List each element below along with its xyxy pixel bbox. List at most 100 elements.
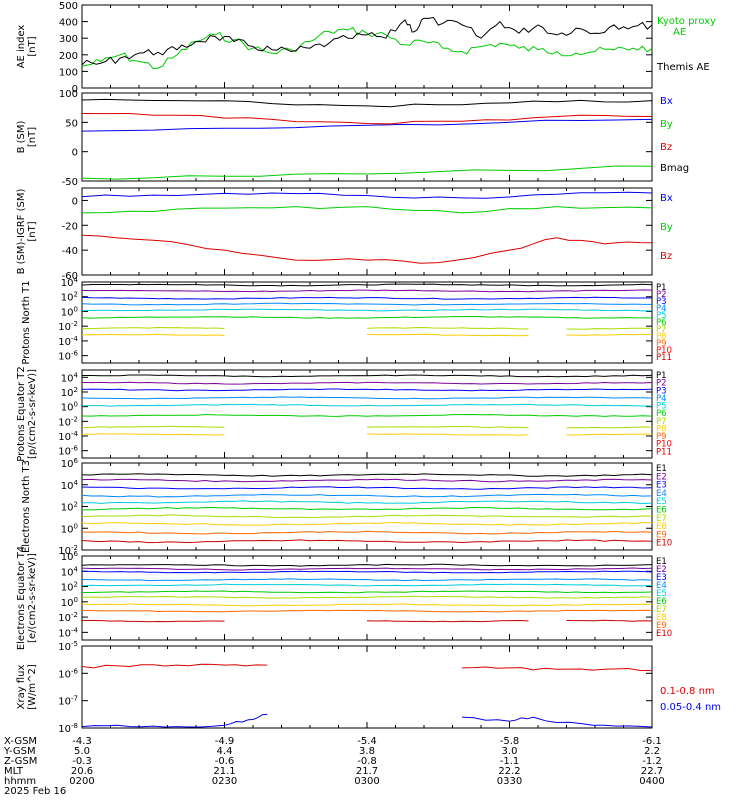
series-line — [81, 609, 653, 613]
legend-label: P10 — [656, 346, 672, 356]
y-tick-label: 104 — [61, 479, 79, 492]
y-tick-label: 500 — [59, 1, 78, 12]
legend-label: P6 — [656, 409, 667, 419]
legend-label: E5 — [656, 589, 667, 599]
ephemeris-value: -5.8 — [500, 736, 520, 747]
legend-label: E6 — [656, 597, 667, 607]
ephemeris-value: 2.2 — [644, 746, 660, 757]
series-line — [81, 381, 653, 385]
y-tick-label: 102 — [61, 501, 78, 514]
panel-1: AE index[nT] — [16, 4, 653, 89]
legend-label: Kyoto proxy — [657, 16, 716, 27]
ephemeris-row-label: X-GSM — [4, 736, 37, 747]
series-line — [81, 315, 652, 319]
y-tick-label: 100 — [61, 305, 78, 318]
series-line — [81, 333, 653, 337]
ephemeris-value: 22.2 — [498, 766, 520, 777]
y-tick-label: 10-2 — [58, 544, 78, 557]
y-axis-title: Protons North T1 — [21, 280, 32, 364]
series-line — [81, 296, 652, 300]
y-tick-label: 106 — [61, 457, 79, 470]
y-tick-label: 50 — [65, 118, 78, 129]
series-line — [81, 165, 653, 180]
date-label: 2025 Feb 16 — [4, 786, 66, 797]
y-tick-label: 102 — [61, 386, 78, 399]
legend-label: Bz — [660, 251, 672, 262]
y-tick-label: 106 — [61, 550, 79, 563]
y-tick-label: -20 — [62, 221, 78, 232]
series-line — [81, 413, 653, 417]
y-tick-label: 10-6 — [58, 445, 78, 458]
series-line — [81, 326, 653, 330]
legend-label: By — [660, 222, 673, 233]
legend-label: AE — [673, 27, 686, 38]
y-tick-label: 0 — [72, 84, 78, 95]
y-tick-label: 10-2 — [58, 415, 78, 428]
ephemeris-row-label: hhmm — [4, 776, 36, 787]
series-line — [81, 98, 653, 108]
legend-label: E3 — [656, 481, 667, 491]
y-tick-label: 200 — [59, 51, 78, 62]
y-axis-title: Protons Equator T2[p/(cm2-s-sr-keV)] — [16, 366, 38, 462]
series-line — [81, 486, 653, 490]
legend-label: P1 — [656, 283, 667, 293]
ephemeris-value: -1.2 — [642, 756, 662, 767]
legend-label: P11 — [656, 353, 672, 363]
ephemeris-value: 20.6 — [71, 766, 93, 777]
panel-6: Electrons North T3 — [21, 460, 653, 553]
y-tick-label: 10-6 — [58, 350, 78, 363]
y-tick-label: 400 — [59, 18, 78, 29]
y-axis-title: AE index[nT] — [16, 25, 38, 69]
y-tick-label: 102 — [61, 291, 78, 304]
y-tick-label: 100 — [61, 522, 78, 535]
y-axis-title: Xray flux[W/m^2] — [16, 664, 38, 710]
y-tick-label: -60 — [62, 271, 78, 282]
y-tick-label: 104 — [61, 565, 79, 578]
series-line — [81, 16, 653, 66]
legend-label: P5 — [656, 402, 667, 412]
ephemeris-value: 0400 — [639, 776, 664, 787]
panel-frame — [81, 645, 653, 729]
ephemeris-value: 5.0 — [74, 746, 90, 757]
series-line — [81, 388, 653, 392]
panel-frame — [81, 187, 653, 276]
series-line — [81, 570, 653, 574]
y-axis-title: B (SM)-IGRF (SM)[nT] — [16, 189, 38, 275]
legend-label: P3 — [656, 386, 667, 396]
legend-label: E8 — [656, 613, 667, 623]
ephemeris-value: 3.0 — [502, 746, 518, 757]
y-tick-label: -50 — [62, 177, 78, 188]
legend-label: P9 — [656, 339, 667, 349]
legend-label: P7 — [656, 325, 667, 335]
y-tick-label: 104 — [61, 371, 79, 384]
series-line — [81, 289, 653, 293]
series-line — [81, 191, 653, 199]
legend-label: E1 — [656, 464, 667, 474]
y-tick-label: 10-7 — [58, 695, 78, 708]
panel-frame — [81, 4, 653, 89]
panel-frame — [81, 281, 653, 364]
y-tick-label: 10-5 — [58, 640, 78, 653]
y-tick-label: 10-4 — [58, 626, 78, 639]
ephemeris-value: 4.4 — [217, 746, 233, 757]
legend-label: Themis AE — [656, 62, 710, 73]
ephemeris-value: -4.9 — [215, 736, 235, 747]
legend-label: P9 — [656, 432, 667, 442]
legend-label: E10 — [656, 629, 672, 639]
panel-7: Electrons Equator T4[e/(cm2-s-sr-keV)] — [16, 546, 653, 650]
legend-label: E7 — [656, 514, 667, 524]
legend-label: By — [660, 119, 673, 130]
series-line — [81, 433, 653, 436]
series-line — [81, 514, 653, 519]
ephemeris-value: 0300 — [354, 776, 379, 787]
y-tick-label: 10-8 — [58, 722, 78, 735]
legend-label: P1 — [656, 371, 667, 381]
series-line — [81, 663, 653, 672]
y-tick-label: 100 — [61, 401, 78, 414]
series-line — [81, 500, 653, 505]
series-line — [81, 619, 653, 623]
ephemeris-value: -4.3 — [72, 736, 92, 747]
series-line — [81, 403, 652, 407]
legend-label: 0.05-0.4 nm — [660, 702, 721, 713]
y-tick-label: 10-2 — [58, 320, 78, 333]
